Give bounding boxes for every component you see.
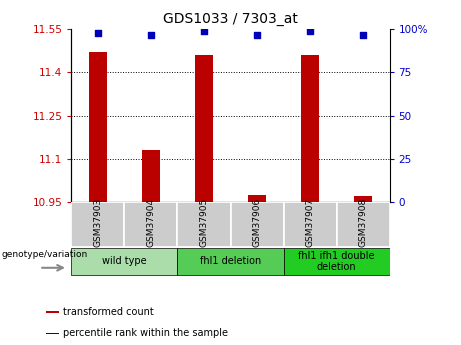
Bar — [177, 202, 230, 247]
Text: GSM37904: GSM37904 — [147, 197, 155, 247]
Bar — [284, 248, 390, 275]
Bar — [46, 311, 59, 313]
Point — [359, 32, 366, 37]
Bar — [284, 202, 337, 247]
Point — [306, 28, 313, 34]
Bar — [354, 196, 372, 202]
Bar — [301, 55, 319, 202]
Text: transformed count: transformed count — [63, 307, 154, 317]
Bar — [46, 333, 59, 334]
Point — [254, 32, 261, 37]
Bar — [248, 195, 266, 202]
Bar — [71, 202, 124, 247]
Text: GSM37903: GSM37903 — [94, 197, 102, 247]
Bar — [195, 55, 213, 202]
Bar — [177, 248, 284, 275]
Bar — [124, 202, 177, 247]
Point — [94, 30, 101, 36]
Title: GDS1033 / 7303_at: GDS1033 / 7303_at — [163, 11, 298, 26]
Text: wild type: wild type — [102, 256, 147, 266]
Bar — [230, 202, 284, 247]
Text: fhl1 deletion: fhl1 deletion — [200, 256, 261, 266]
Point — [148, 32, 155, 37]
Point — [200, 28, 207, 34]
Text: GSM37906: GSM37906 — [253, 197, 261, 247]
Bar — [71, 248, 177, 275]
Text: genotype/variation: genotype/variation — [1, 250, 88, 259]
Text: GSM37907: GSM37907 — [306, 197, 314, 247]
Bar — [337, 202, 390, 247]
Text: fhl1 ifh1 double
deletion: fhl1 ifh1 double deletion — [298, 250, 375, 272]
Text: GSM37908: GSM37908 — [359, 197, 367, 247]
Bar — [142, 150, 160, 202]
Text: GSM37905: GSM37905 — [200, 197, 208, 247]
Text: percentile rank within the sample: percentile rank within the sample — [63, 328, 228, 338]
Bar — [89, 52, 107, 202]
